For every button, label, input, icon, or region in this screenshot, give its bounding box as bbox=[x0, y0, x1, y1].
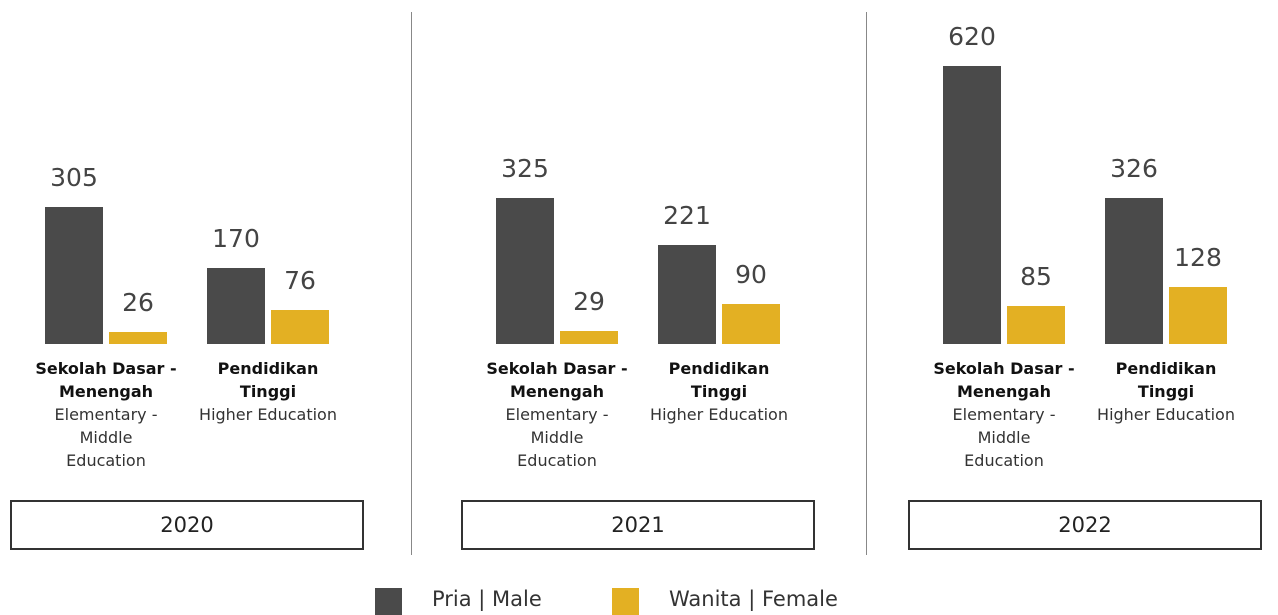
value-label: 85 bbox=[1020, 261, 1052, 291]
value-label: 90 bbox=[735, 259, 767, 289]
value-label: 620 bbox=[948, 22, 996, 51]
bar bbox=[560, 330, 618, 344]
value-label: 26 bbox=[122, 288, 154, 318]
category-label: Pendidikan Tinggi bbox=[217, 359, 319, 401]
year-box: 2021 bbox=[461, 500, 815, 550]
value-label: 29 bbox=[573, 286, 605, 316]
category-subtitle: Elementary - Middle Education bbox=[505, 405, 609, 470]
category-label: Pendidikan Tinggi bbox=[1115, 359, 1217, 401]
value-label: 326 bbox=[1110, 153, 1158, 183]
category-subtitle: Higher Education bbox=[1097, 405, 1235, 424]
bar bbox=[207, 267, 265, 344]
legend-swatch bbox=[612, 588, 639, 615]
value-label: 325 bbox=[501, 154, 549, 184]
category-subtitle: Higher Education bbox=[199, 405, 337, 424]
category-subtitle: Higher Education bbox=[650, 405, 788, 424]
value-label: 221 bbox=[663, 200, 711, 230]
legend-swatch bbox=[375, 588, 402, 615]
year-box: 2020 bbox=[10, 500, 364, 550]
bar bbox=[722, 303, 780, 344]
category-subtitle: Elementary - Middle Education bbox=[952, 405, 1056, 470]
bar bbox=[1007, 305, 1065, 344]
category-label: Sekolah Dasar - Menengah bbox=[933, 359, 1075, 401]
divider bbox=[866, 12, 867, 555]
legend-label: Wanita | Female bbox=[669, 587, 838, 611]
bar bbox=[658, 244, 716, 344]
bar bbox=[1169, 286, 1227, 344]
bar bbox=[109, 332, 167, 344]
bar bbox=[271, 309, 329, 344]
category-label: Sekolah Dasar - Menengah bbox=[486, 359, 628, 401]
value-label: 170 bbox=[212, 223, 260, 253]
bar bbox=[1105, 197, 1163, 344]
year-box: 2022 bbox=[908, 500, 1262, 550]
bar bbox=[496, 198, 554, 344]
category-label: Sekolah Dasar - Menengah bbox=[35, 359, 177, 401]
value-label: 128 bbox=[1174, 242, 1222, 272]
bar bbox=[943, 66, 1001, 344]
value-label: 305 bbox=[50, 163, 98, 193]
divider bbox=[411, 12, 412, 555]
bar bbox=[45, 207, 103, 344]
value-label: 76 bbox=[284, 265, 316, 295]
category-subtitle: Elementary - Middle Education bbox=[54, 405, 158, 470]
category-label: Pendidikan Tinggi bbox=[668, 359, 770, 401]
legend-label: Pria | Male bbox=[432, 587, 542, 611]
